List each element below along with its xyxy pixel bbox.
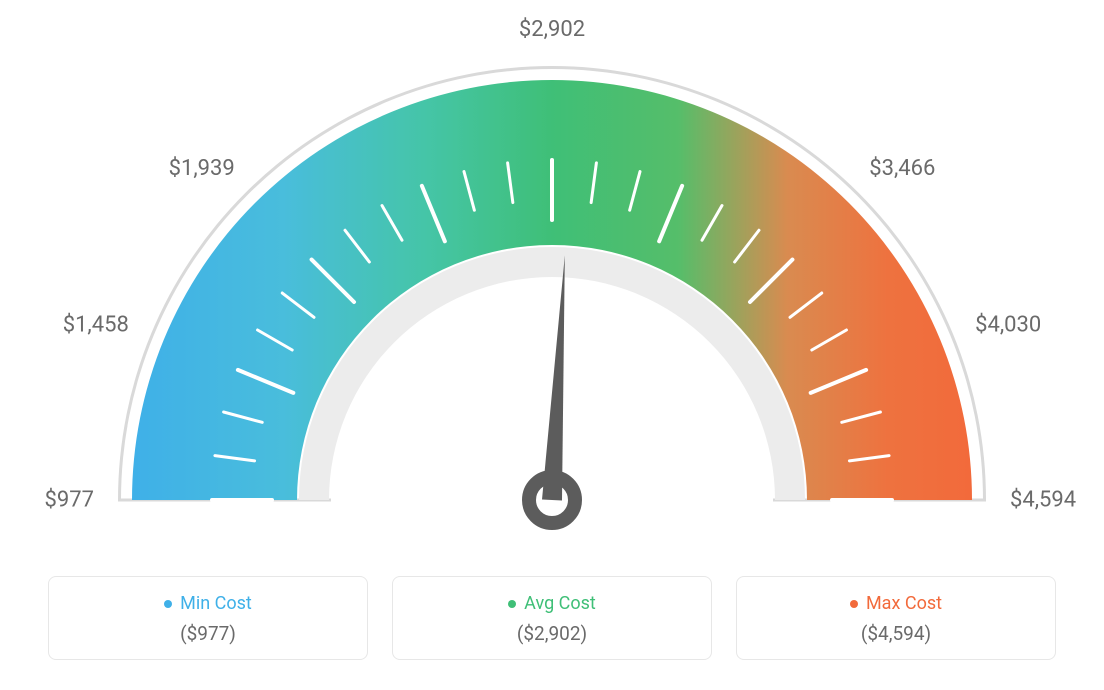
legend-row: Min Cost ($977) Avg Cost ($2,902) Max Co…: [0, 576, 1104, 660]
legend-card-avg: Avg Cost ($2,902): [392, 576, 712, 660]
legend-value: ($4,594): [755, 622, 1037, 645]
legend-top: Avg Cost: [411, 593, 693, 614]
legend-top: Min Cost: [67, 593, 349, 614]
tick-label: $2,902: [519, 17, 585, 42]
gauge-chart: [0, 0, 1104, 560]
dot-icon: [164, 600, 172, 608]
legend-label: Min Cost: [180, 593, 252, 614]
tick-label: $4,030: [975, 312, 1041, 337]
legend-label: Max Cost: [866, 593, 942, 614]
tick-label: $3,466: [869, 156, 935, 181]
dot-icon: [508, 600, 516, 608]
legend-top: Max Cost: [755, 593, 1037, 614]
tick-label: $1,939: [169, 156, 235, 181]
tick-label: $4,594: [1010, 488, 1076, 513]
legend-value: ($2,902): [411, 622, 693, 645]
tick-label: $1,458: [63, 312, 129, 337]
legend-card-max: Max Cost ($4,594): [736, 576, 1056, 660]
gauge-area: $977 $1,458 $1,939 $2,902 $3,466 $4,030 $4,594: [0, 0, 1104, 560]
legend-label: Avg Cost: [524, 593, 596, 614]
legend-card-min: Min Cost ($977): [48, 576, 368, 660]
tick-label: $977: [45, 488, 94, 513]
dot-icon: [850, 600, 858, 608]
legend-value: ($977): [67, 622, 349, 645]
cost-gauge-widget: $977 $1,458 $1,939 $2,902 $3,466 $4,030 $4,594…: [0, 0, 1104, 690]
